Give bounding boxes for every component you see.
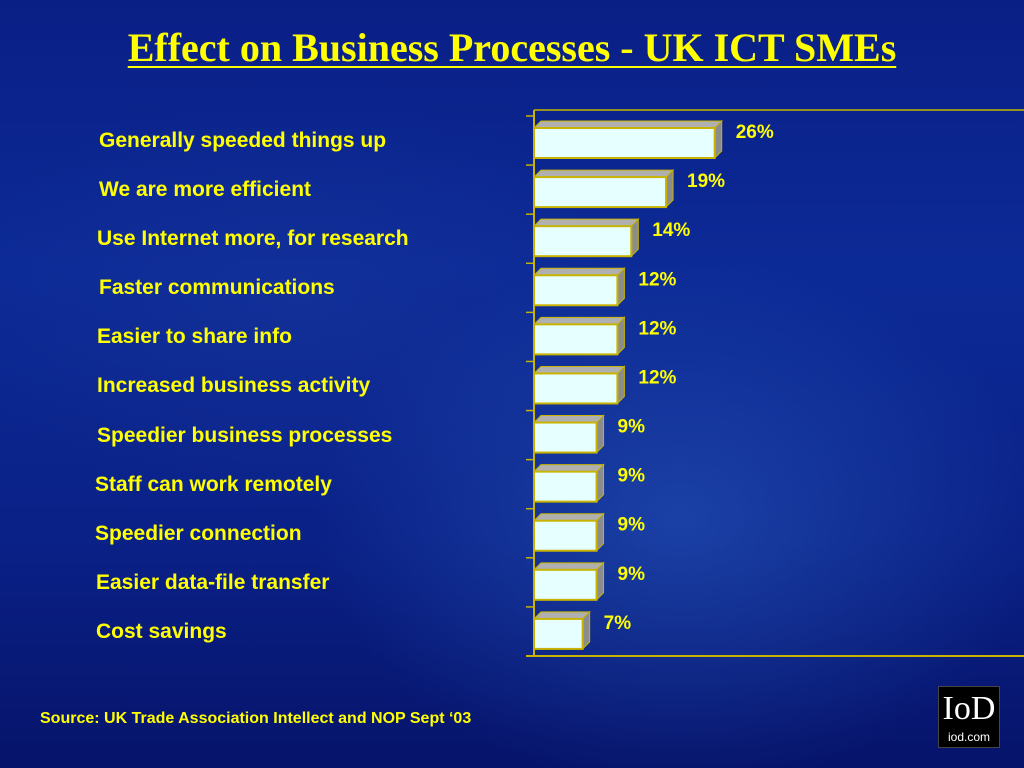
bar-top-face	[532, 365, 626, 374]
bar-side-face	[596, 512, 605, 552]
iod-logo-mark: IoD	[942, 690, 996, 727]
category-label: Speedier connection	[95, 521, 302, 545]
bar-top-face	[532, 218, 640, 227]
bar-value-label: 14%	[652, 220, 690, 241]
bar-value-label: 9%	[618, 515, 646, 536]
category-label: Use Internet more, for research	[97, 227, 409, 251]
bar	[533, 127, 716, 159]
bar	[533, 323, 619, 356]
bar-top-face	[532, 169, 675, 178]
category-label: Speedier business processes	[97, 423, 393, 447]
category-label: We are more efficient	[99, 178, 312, 202]
bar-value-label: 12%	[638, 269, 676, 290]
category-label: Staff can work remotely	[95, 472, 332, 496]
bar	[533, 470, 598, 503]
bar-side-face	[582, 610, 591, 651]
category-label: Easier data-file transfer	[96, 570, 330, 594]
bar	[533, 519, 598, 552]
bar-side-face	[616, 267, 625, 307]
bar-side-face	[596, 463, 605, 503]
bar-side-face	[630, 217, 639, 258]
category-label: Cost savings	[96, 619, 227, 643]
bar-top-face	[532, 415, 605, 424]
category-label: Faster communications	[99, 276, 335, 300]
bar-side-face	[616, 365, 625, 405]
bar	[533, 225, 633, 258]
bar-side-face	[596, 561, 605, 602]
bar-top-face	[532, 611, 591, 620]
bar	[533, 421, 598, 454]
category-label: Generally speeded things up	[99, 129, 387, 152]
bar-top-face	[532, 513, 605, 522]
bar	[533, 568, 598, 601]
bar	[533, 617, 584, 650]
bar-top-face	[532, 562, 605, 571]
bar-value-label: 19%	[687, 171, 725, 192]
iod-logo: IoD iod.com	[938, 686, 1000, 748]
bar-side-face	[616, 316, 625, 356]
bar-top-face	[532, 267, 626, 276]
bar-value-label: 9%	[618, 564, 646, 585]
bar-value-label: 12%	[638, 367, 676, 388]
bar-top-face	[532, 316, 626, 325]
bar-value-label: 26%	[736, 122, 774, 143]
bar-top-face	[532, 120, 723, 129]
bar	[533, 372, 619, 405]
iod-logo-text: iod.com	[947, 730, 991, 744]
category-label: Increased business activity	[97, 374, 371, 398]
bar	[533, 176, 668, 209]
bar-top-face	[532, 464, 605, 473]
bar-side-face	[596, 414, 605, 454]
source-note: Source: UK Trade Association Intellect a…	[40, 710, 472, 727]
bar-value-label: 9%	[618, 466, 646, 487]
bar-value-label: 7%	[604, 613, 632, 634]
bar-value-label: 12%	[638, 318, 676, 339]
bar-value-label: 9%	[618, 417, 646, 438]
bar-side-face	[714, 119, 723, 160]
slide-title: Effect on Business Processes - UK ICT SM…	[127, 25, 897, 70]
bar	[533, 274, 619, 307]
bar-side-face	[665, 168, 674, 209]
category-label: Easier to share info	[97, 325, 292, 349]
